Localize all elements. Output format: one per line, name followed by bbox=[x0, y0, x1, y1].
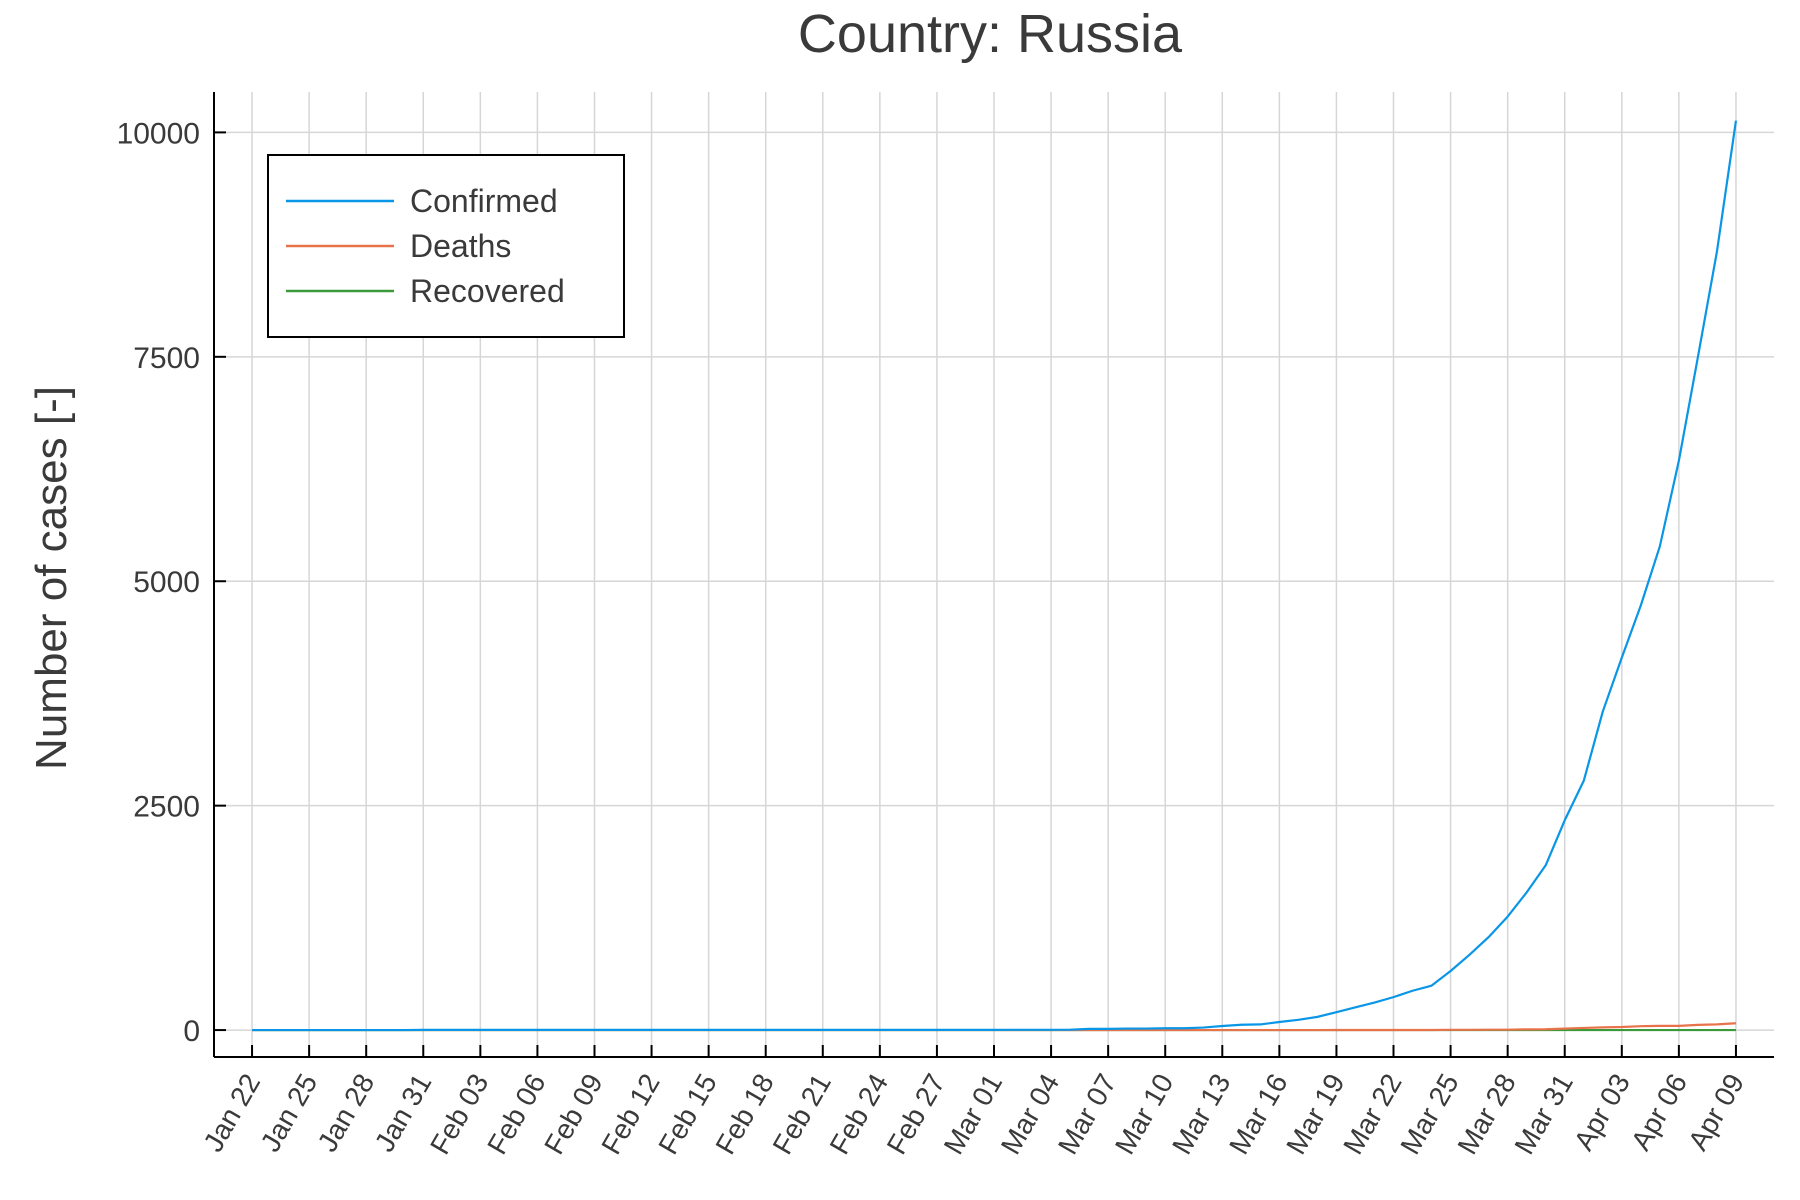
x-tick-label: Apr 09 bbox=[1682, 1069, 1750, 1156]
y-axis-label: Number of cases [-] bbox=[27, 386, 76, 770]
legend-label-confirmed: Confirmed bbox=[410, 183, 558, 219]
y-tick-label: 5000 bbox=[133, 566, 200, 599]
x-tick-label: Jan 25 bbox=[254, 1069, 323, 1157]
legend-label-deaths: Deaths bbox=[410, 228, 511, 264]
legend: Confirmed Deaths Recovered bbox=[267, 154, 625, 338]
series-line-confirmed bbox=[252, 120, 1738, 1032]
chart-title: Country: Russia bbox=[798, 4, 1183, 64]
y-tick-label: 2500 bbox=[133, 791, 200, 824]
y-tick-label: 0 bbox=[183, 1015, 200, 1048]
series-lines bbox=[252, 120, 1738, 1032]
x-tick-label: Jan 22 bbox=[197, 1069, 266, 1157]
x-tick-label: Jan 28 bbox=[312, 1069, 381, 1157]
x-tick-label: Mar 31 bbox=[1509, 1069, 1579, 1160]
y-tick-label: 10000 bbox=[117, 117, 200, 150]
x-tick-label: Apr 06 bbox=[1625, 1069, 1693, 1156]
x-tick-label: Apr 03 bbox=[1568, 1069, 1636, 1156]
y-ticks: 0 2500 5000 7500 10000 bbox=[117, 117, 226, 1048]
y-tick-label: 7500 bbox=[133, 342, 200, 375]
legend-label-recovered: Recovered bbox=[410, 273, 565, 309]
